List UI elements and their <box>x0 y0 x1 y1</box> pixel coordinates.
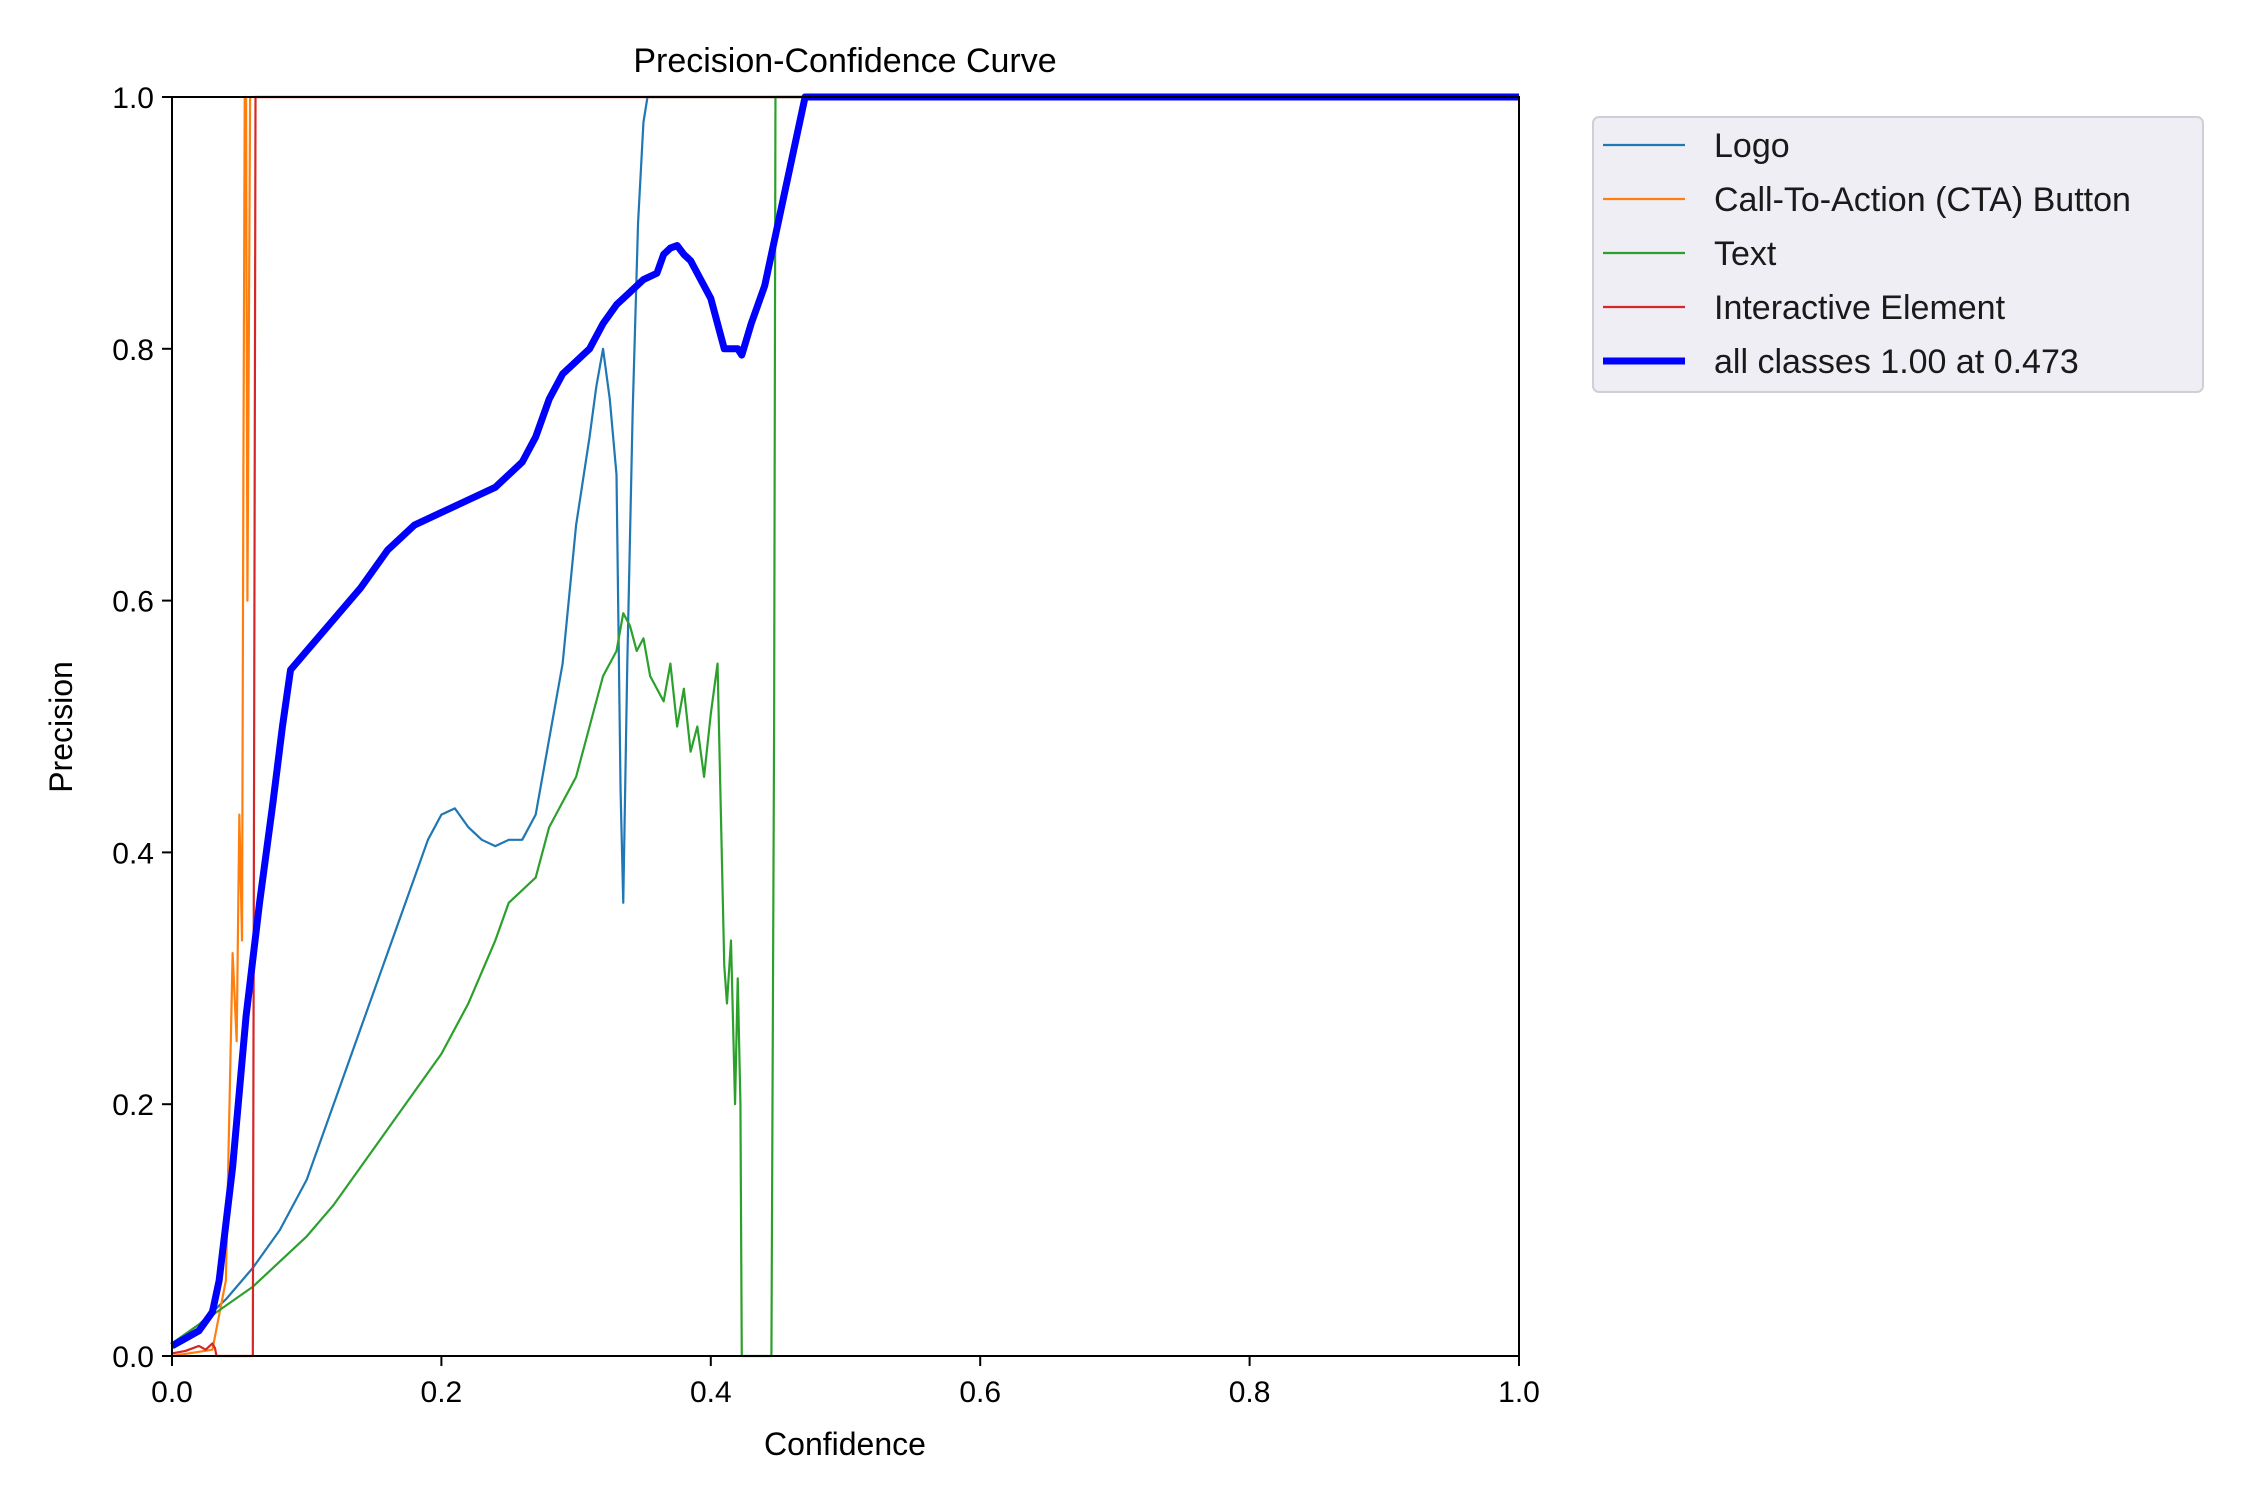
series-line-1 <box>171 95 1519 1358</box>
legend-items: Logo Call-To-Action (CTA) Button Text Inter… <box>1603 127 2131 381</box>
legend-label-0: Logo <box>1714 127 1790 165</box>
plot-series-group <box>170 93 1519 1358</box>
series-line-3 <box>171 95 1519 1358</box>
y-tick-label: 0.2 <box>112 1089 154 1122</box>
x-tick-label: 0.6 <box>959 1376 1001 1409</box>
chart-title: Precision-Confidence Curve <box>633 42 1056 80</box>
legend-label-2: Text <box>1714 235 1777 273</box>
x-tick-label: 0.2 <box>421 1376 463 1409</box>
series-line-4 <box>170 93 1519 1349</box>
y-tick-label: 0.4 <box>112 837 154 870</box>
plot-frame <box>171 96 1520 1357</box>
series-line-0 <box>171 95 1519 1345</box>
legend-label-3: Interactive Element <box>1714 289 2006 327</box>
x-tick-label: 1.0 <box>1498 1376 1540 1409</box>
y-tick-label: 0.6 <box>112 586 154 619</box>
x-axis-ticks: 0.0 0.2 0.4 0.6 0.8 1.0 <box>151 1356 1540 1409</box>
y-tick-label: 1.0 <box>112 82 154 115</box>
x-tick-label: 0.4 <box>690 1376 732 1409</box>
x-tick-label: 0.0 <box>151 1376 193 1409</box>
legend-label-4: all classes 1.00 at 0.473 <box>1714 343 2079 381</box>
legend-box <box>1592 116 2204 393</box>
x-axis-label: Confidence <box>764 1426 926 1462</box>
y-axis-ticks: 0.0 0.2 0.4 0.6 0.8 1.0 <box>112 82 172 1374</box>
legend: Logo Call-To-Action (CTA) Button Text Inter… <box>1592 116 2204 393</box>
y-tick-label: 0.8 <box>112 334 154 367</box>
x-tick-label: 0.8 <box>1229 1376 1271 1409</box>
series-line-2 <box>171 95 1519 1358</box>
y-tick-label: 0.0 <box>112 1341 154 1374</box>
legend-label-1: Call-To-Action (CTA) Button <box>1714 181 2131 219</box>
y-axis-label: Precision <box>43 661 79 793</box>
